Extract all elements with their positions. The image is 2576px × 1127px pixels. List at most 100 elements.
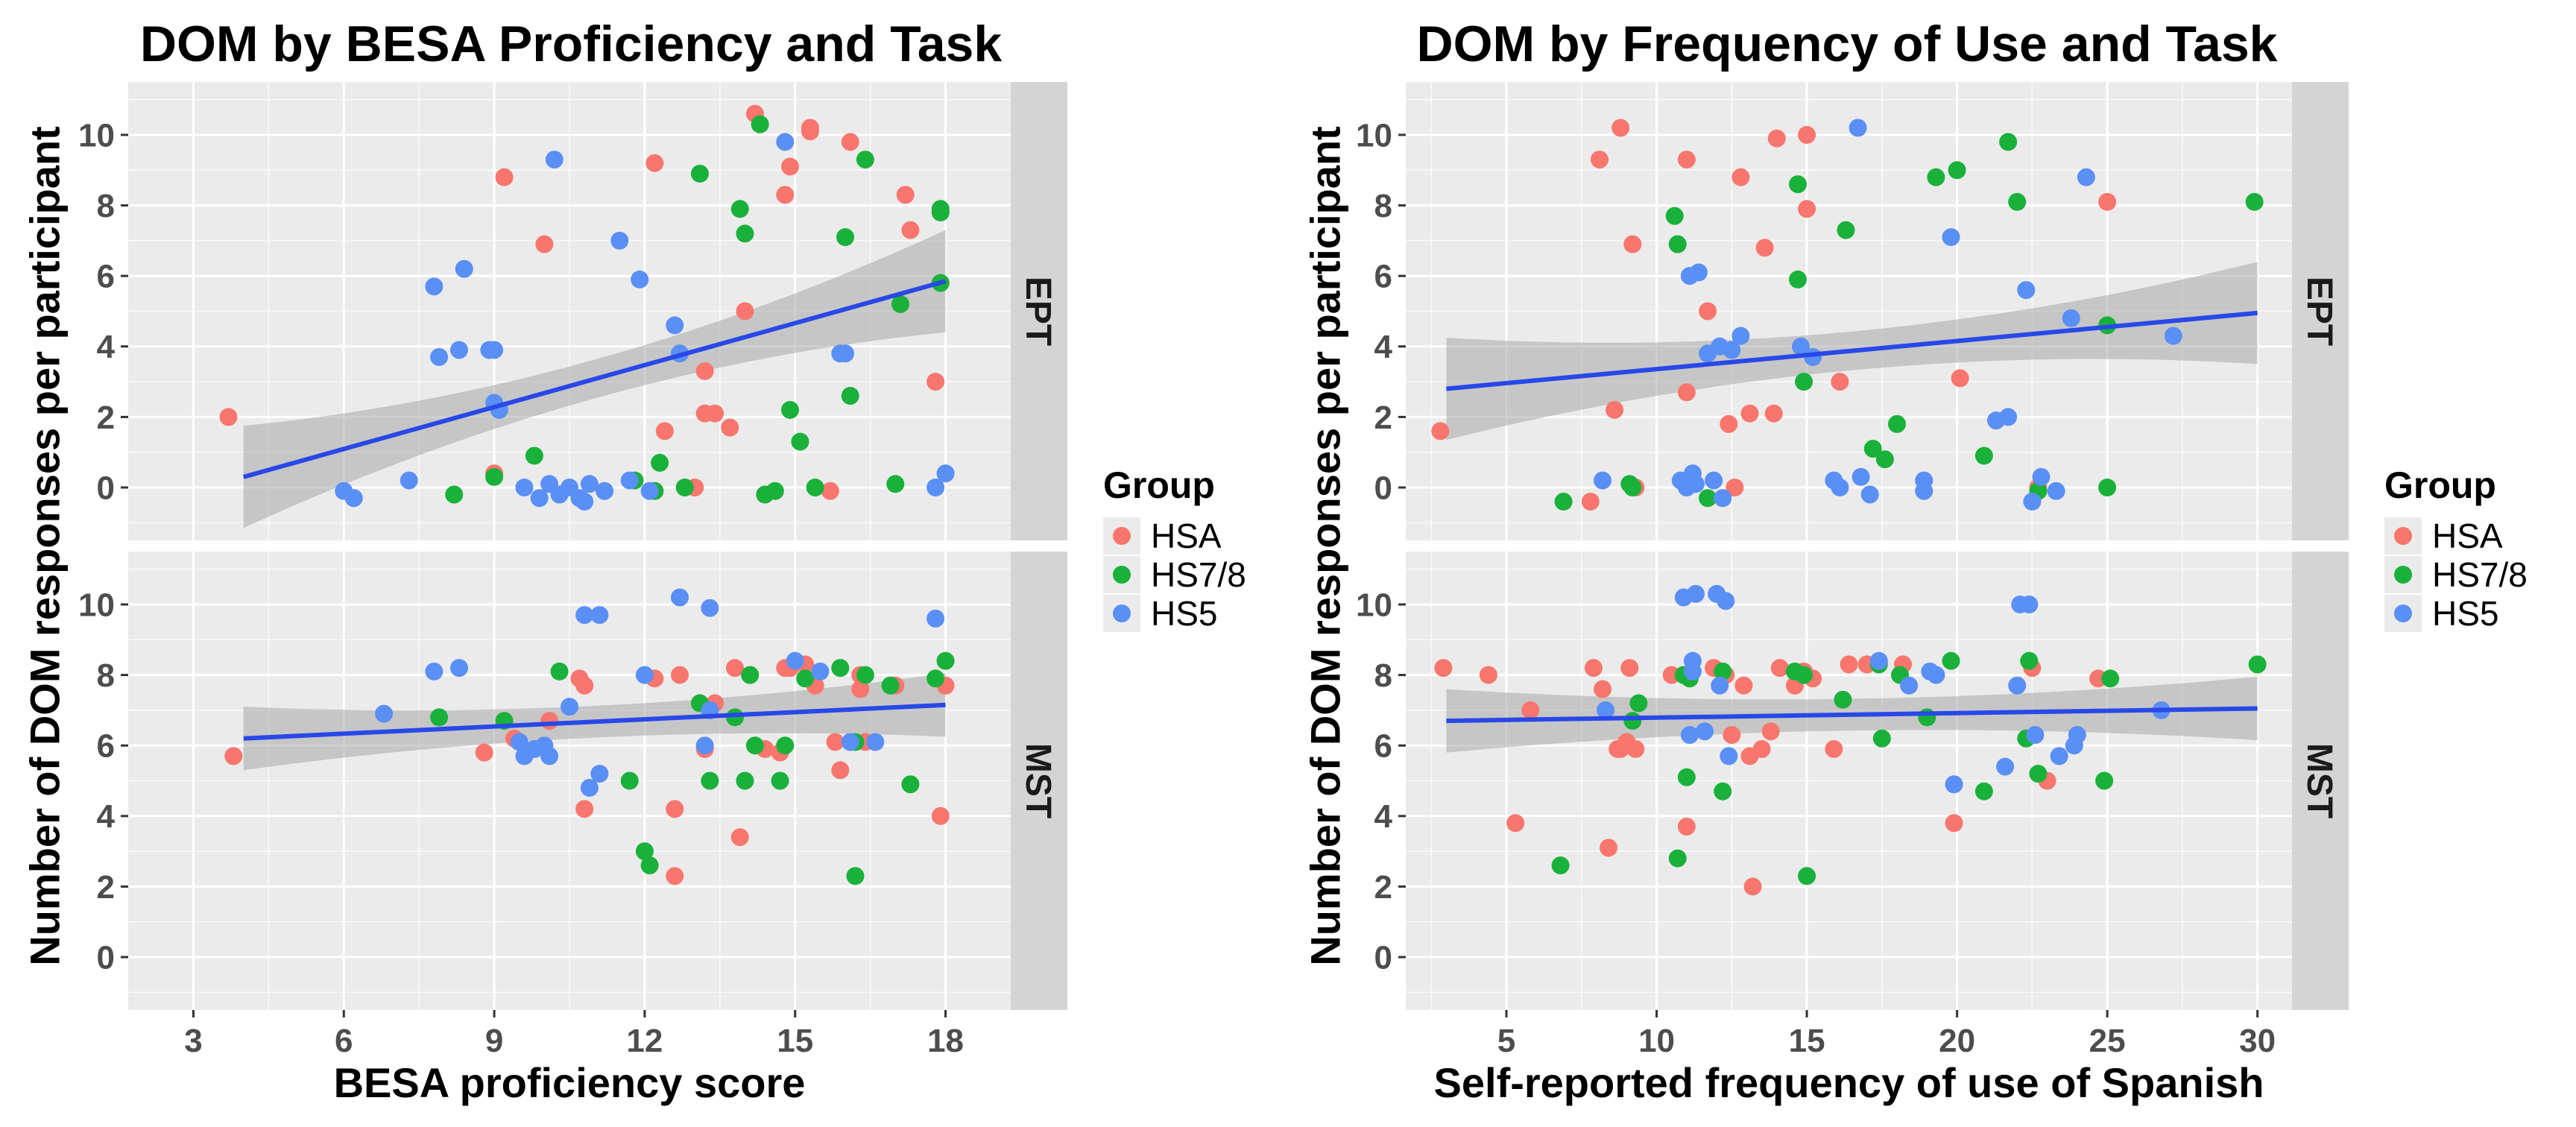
data-point: [1714, 782, 1732, 801]
series-hs5: [1597, 584, 2171, 794]
data-point: [1723, 341, 1741, 359]
trend-line: [1446, 310, 2258, 391]
data-point: [1611, 119, 1630, 137]
data-point: [1951, 369, 1969, 388]
data-point: [430, 708, 449, 727]
data-point: [445, 485, 464, 504]
data-point: [450, 341, 468, 359]
data-point: [1620, 659, 1639, 678]
data-point: [1875, 450, 1894, 469]
data-point: [2098, 192, 2117, 211]
data-point: [931, 806, 950, 825]
data-point: [841, 733, 859, 751]
data-point: [776, 186, 795, 204]
data-point: [425, 662, 443, 681]
data-point: [896, 186, 915, 204]
data-point: [590, 606, 609, 625]
data-point: [1668, 235, 1687, 253]
data-point: [1863, 440, 1882, 458]
data-point: [1798, 200, 1816, 218]
data-point: [1798, 125, 1816, 144]
data-point: [1849, 119, 1867, 137]
trend-line: [243, 702, 946, 741]
legend-marker: [1113, 604, 1131, 622]
data-point: [2068, 726, 2086, 744]
data-point: [620, 771, 639, 790]
data-point: [1900, 676, 1919, 695]
x-axis-label: BESA proficiency score: [334, 1059, 806, 1106]
data-point: [1623, 235, 1642, 253]
data-point: [901, 775, 920, 794]
data-point: [695, 736, 714, 755]
data-point: [1755, 239, 1774, 257]
data-point: [1699, 489, 1717, 508]
y-tick-label: 8: [1374, 657, 1392, 694]
data-point: [926, 479, 945, 497]
x-tick-label: 12: [626, 1023, 663, 1059]
data-point: [1792, 337, 1811, 356]
data-point: [640, 856, 659, 875]
legend-entry: HSA: [2432, 517, 2503, 555]
data-point: [1860, 485, 1879, 504]
y-axis-label: Number of DOM responses per participant: [1302, 126, 1349, 965]
x-tick-label: 9: [485, 1023, 503, 1059]
data-point: [575, 606, 594, 625]
data-point: [450, 659, 468, 678]
data-point: [1689, 263, 1708, 282]
data-point: [495, 168, 514, 186]
data-point: [1680, 726, 1699, 744]
data-point: [1629, 694, 1648, 713]
data-point: [2017, 281, 2036, 300]
data-point: [1731, 326, 1750, 345]
data-point: [671, 666, 689, 684]
data-point: [1927, 666, 1945, 684]
data-point: [2062, 309, 2080, 327]
data-point: [771, 771, 789, 790]
y-tick-label: 6: [97, 728, 115, 765]
data-point: [561, 698, 578, 716]
legend-entry: HS7/8: [1151, 555, 1246, 594]
y-tick-label: 6: [1374, 259, 1392, 295]
data-point: [1974, 446, 1993, 465]
data-point: [1795, 666, 1813, 684]
data-point: [886, 475, 905, 493]
legend-marker: [2394, 566, 2412, 584]
legend-marker: [1113, 527, 1131, 545]
data-point: [831, 761, 850, 780]
data-point: [635, 666, 654, 684]
data-point: [1479, 666, 1497, 684]
data-point: [701, 599, 719, 617]
x-tick-label: 18: [927, 1023, 964, 1059]
data-point: [781, 400, 799, 419]
data-point: [540, 747, 559, 765]
data-point: [866, 733, 885, 751]
data-point: [430, 348, 449, 366]
data-point: [1795, 373, 1813, 391]
data-point: [776, 736, 795, 755]
facet-strip-label: MST: [1018, 743, 1058, 818]
facet-strip-label: MST: [2299, 743, 2339, 818]
x-axis-label: Self-reported frequency of use of Spanis…: [1434, 1059, 2264, 1106]
data-point: [765, 482, 784, 500]
data-point: [806, 479, 824, 497]
data-point: [1626, 739, 1645, 758]
x-tick-label: 3: [184, 1023, 202, 1059]
y-tick-label: 4: [97, 329, 116, 365]
data-point: [1506, 814, 1525, 833]
data-point: [690, 165, 709, 183]
data-point: [1606, 400, 1624, 419]
data-point: [1798, 867, 1816, 886]
data-point: [1927, 168, 1945, 186]
series-hs5: [375, 588, 945, 797]
data-point: [651, 453, 669, 472]
data-point: [1731, 168, 1750, 186]
data-point: [675, 479, 694, 497]
data-point: [575, 492, 594, 511]
y-tick-label: 0: [97, 939, 115, 976]
data-point: [1840, 655, 1858, 674]
data-point: [550, 662, 569, 681]
data-point: [781, 157, 799, 176]
data-point: [1720, 414, 1738, 433]
